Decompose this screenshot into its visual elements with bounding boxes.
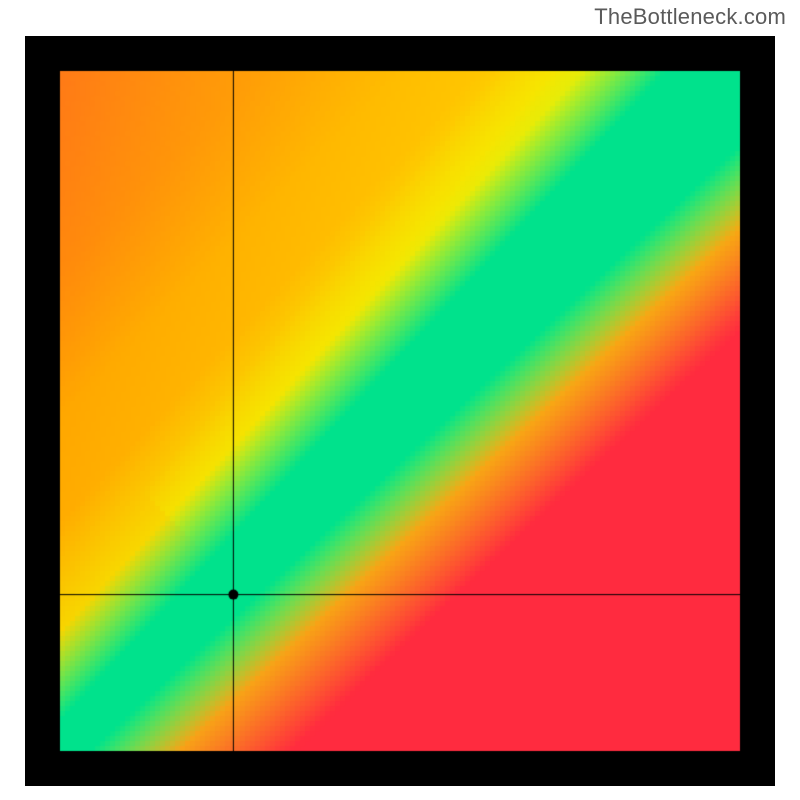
stage: TheBottleneck.com bbox=[0, 0, 800, 800]
watermark-text: TheBottleneck.com bbox=[594, 4, 786, 30]
heatmap-canvas bbox=[25, 36, 775, 786]
bottleneck-heatmap bbox=[25, 36, 775, 786]
